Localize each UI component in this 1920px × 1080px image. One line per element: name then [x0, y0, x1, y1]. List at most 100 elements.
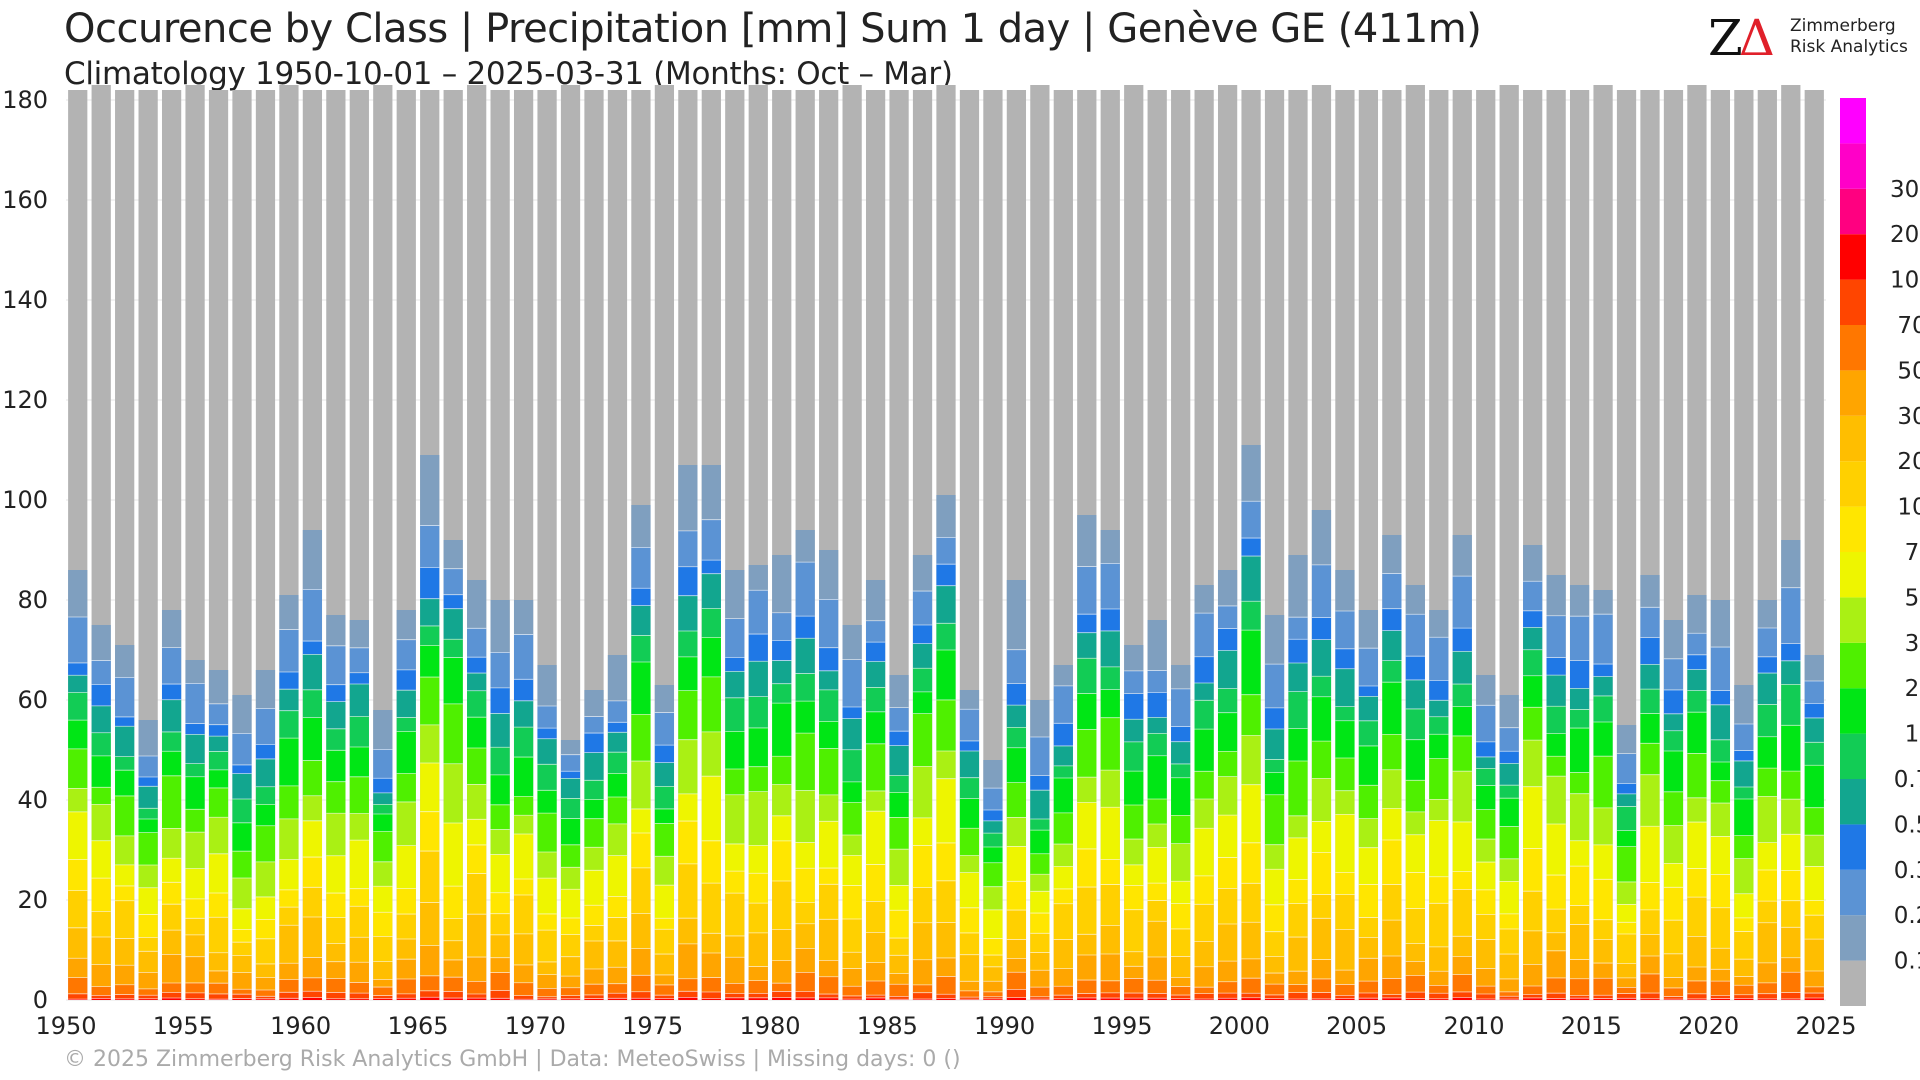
bar-segment [631, 808, 651, 834]
bar-segment [1804, 703, 1824, 718]
bar-segment [91, 995, 111, 999]
bar-segment [349, 647, 369, 673]
bar-segment [701, 465, 721, 520]
bar-segment [607, 752, 628, 774]
bar-segment [725, 570, 745, 619]
bar-segment [795, 701, 815, 734]
bar-segment [326, 943, 346, 962]
bar-segment [1030, 933, 1050, 953]
bar-segment [513, 634, 534, 680]
bar-segment [138, 720, 158, 756]
bar-segment [443, 568, 463, 595]
bar-segment [115, 900, 135, 939]
bar-segment [1264, 994, 1285, 999]
bar-segment [1616, 806, 1637, 831]
bar-segment [1053, 777, 1073, 813]
bar-segment [349, 672, 369, 684]
bar-segment [725, 731, 745, 769]
bar-segment [1781, 998, 1801, 1000]
bar-segment [1053, 665, 1073, 686]
bar-segment [161, 699, 182, 732]
bar-segment [1687, 966, 1707, 981]
bar-segment [537, 764, 557, 791]
bar-segment [1241, 842, 1261, 884]
bar-segment [1781, 684, 1801, 726]
bar-segment [1171, 815, 1191, 844]
bar-segment [1804, 866, 1824, 901]
bar-segment [842, 625, 862, 660]
bar-segment [1053, 903, 1073, 940]
bar-segment [1476, 741, 1496, 757]
bar-segment [1640, 956, 1660, 974]
bar-segment [1640, 664, 1660, 690]
bar-segment [819, 960, 839, 977]
bar-segment [959, 751, 980, 778]
bar-segment [1804, 835, 1824, 867]
bar-segment [1804, 742, 1824, 766]
logo-text: Zimmerberg Risk Analytics [1790, 16, 1908, 58]
bar-segment [842, 968, 862, 987]
bar-segment [865, 743, 886, 791]
bar-segment [1476, 939, 1496, 969]
x-tick-label: 1995 [1091, 1012, 1152, 1040]
bar-segment [1452, 997, 1472, 1000]
bar-segment [396, 993, 416, 999]
bar-segment [1757, 704, 1777, 737]
bar-segment [1241, 993, 1261, 998]
bar-segment [889, 984, 909, 997]
bar-segment [1382, 608, 1402, 631]
bar-segment [678, 943, 698, 979]
bar-segment [584, 984, 604, 995]
bar-segment [1452, 991, 1472, 998]
bar-segment [1499, 751, 1519, 764]
bar-segment [1804, 655, 1824, 681]
bar-segment [1616, 783, 1637, 794]
y-tick-label: 80 [17, 586, 48, 614]
bar-segment [1710, 803, 1731, 837]
bar-segment [1264, 973, 1285, 985]
bar-segment [279, 785, 299, 819]
bar-segment [467, 784, 487, 820]
bar-segment [701, 519, 721, 561]
bar-segment [1734, 959, 1754, 977]
bar-segment [161, 992, 182, 999]
bar-segment [795, 733, 815, 791]
bar-segment [1452, 821, 1472, 872]
bar-segment [1663, 730, 1684, 752]
colorbar-swatch-no-rain [1840, 960, 1866, 1006]
bar-segment [936, 750, 956, 779]
bar-segment [1335, 570, 1355, 612]
bar-segment [255, 990, 276, 997]
bar-segment [302, 997, 323, 1000]
bar-segment [607, 732, 628, 753]
bar-segment [1476, 986, 1496, 995]
bar-segment [1311, 741, 1332, 779]
bar-segment [1358, 981, 1379, 993]
bar-segment [819, 689, 839, 722]
bar-segment [819, 721, 839, 749]
bar-segment [1405, 780, 1425, 812]
bar-segment [701, 776, 721, 841]
colorbar-label: 0.1 [1894, 949, 1920, 975]
bar-segment [1358, 696, 1379, 721]
bar-segment [115, 984, 135, 995]
bar-segment [1710, 948, 1731, 970]
bar-segment [1335, 757, 1355, 791]
bar-segment [959, 954, 980, 982]
bar-segment [865, 790, 886, 812]
bar-segment [1452, 576, 1472, 629]
bar-segment [185, 918, 205, 935]
bar-segment [1499, 999, 1519, 1000]
bar-segment [1147, 620, 1167, 671]
bar-segment [1405, 908, 1425, 944]
bar-segment [1100, 953, 1120, 981]
logo-z: Z [1708, 9, 1743, 67]
bar-segment [138, 972, 158, 989]
bar-segment [1006, 989, 1027, 998]
bar-segment [1147, 798, 1167, 825]
bar-segment [208, 917, 229, 953]
bar-segment [1429, 993, 1449, 999]
bar-segment [1124, 771, 1144, 806]
bar-segment [1616, 993, 1637, 999]
colorbar-swatch [1840, 234, 1866, 280]
